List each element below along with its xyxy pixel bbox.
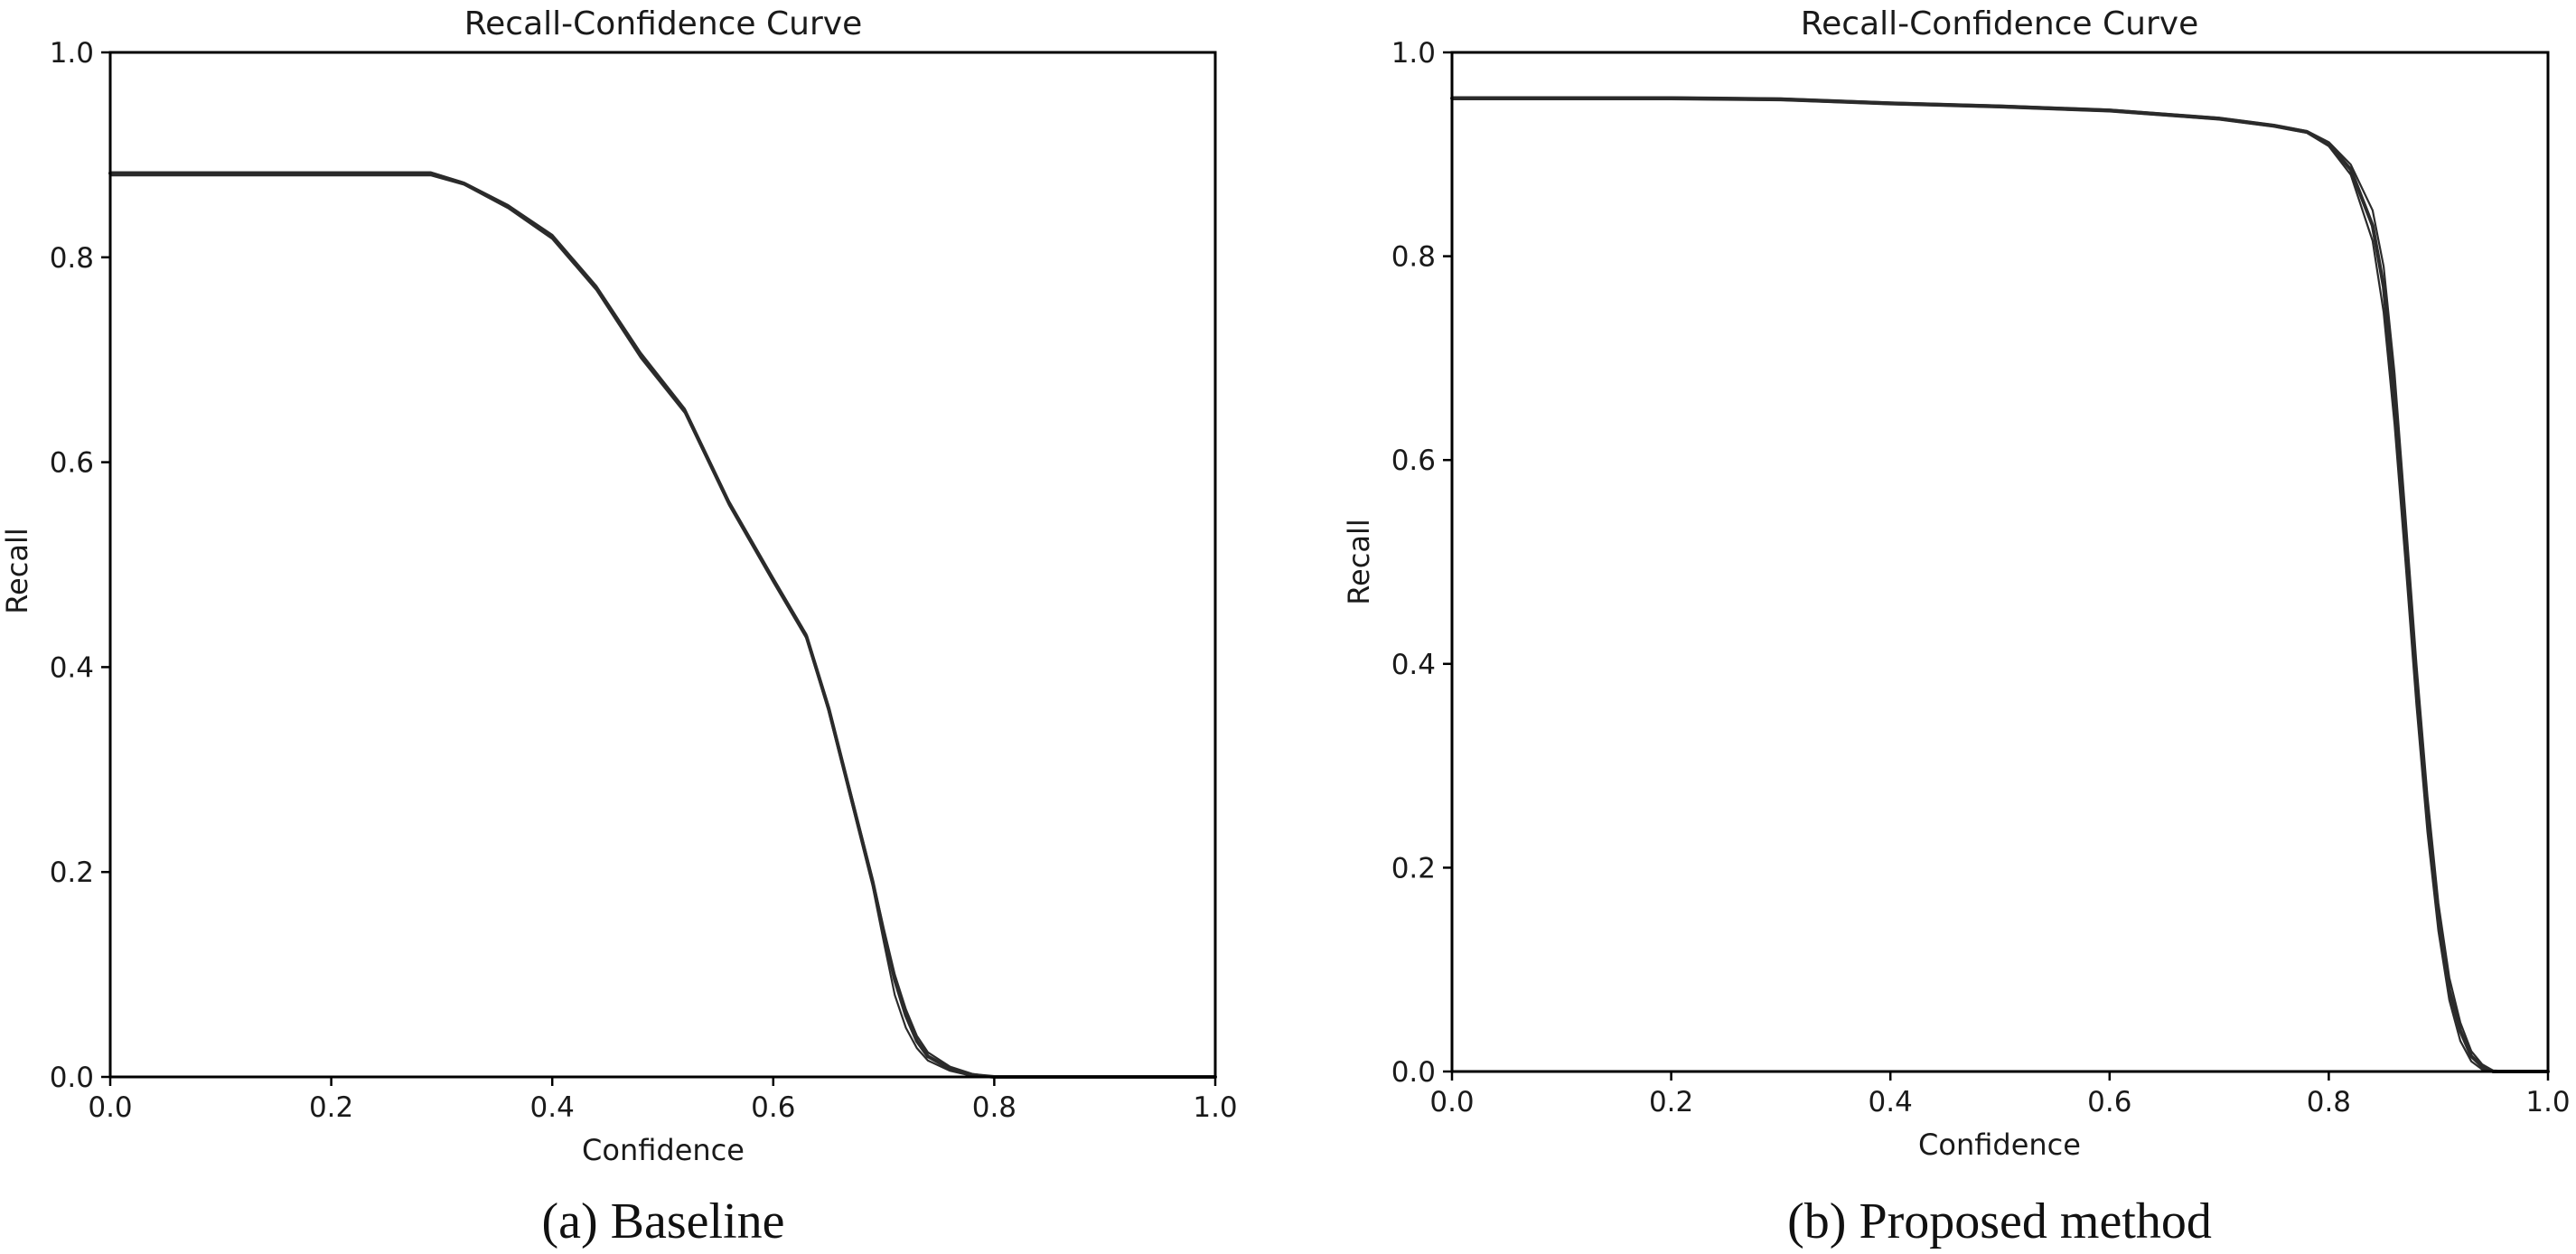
y-tick-label: 0.8: [50, 242, 94, 275]
x-tick-label: 0.8: [972, 1091, 1016, 1124]
y-tick-label: 0.2: [50, 856, 94, 889]
y-axis-label: Recall: [1342, 519, 1376, 604]
series-line-1: [1450, 96, 2550, 1073]
series-line-2: [1450, 98, 2550, 1073]
y-tick-label: 1.0: [50, 37, 94, 70]
y-tick-label: 0.0: [1391, 1056, 1436, 1089]
series-line-3: [108, 171, 1217, 1079]
plot-frame: [1450, 51, 2550, 1073]
y-tick-label: 0.0: [50, 1062, 94, 1094]
chart-marks: 0.0 0.2 0.4 0.6 0.8 1.0 0.0 0.2 0.4 0.6 0.8 1.0: [1391, 37, 2571, 1118]
x-tick-label: 1.0: [2525, 1086, 2570, 1118]
x-tick-label: 0.4: [530, 1091, 575, 1124]
series-line-2: [108, 174, 1217, 1079]
y-tick-label: 0.8: [1391, 241, 1436, 274]
y-tick-label: 0.2: [1391, 852, 1436, 884]
x-tick-label: 0.0: [88, 1091, 132, 1124]
chart-caption: (b) Proposed method: [1787, 1193, 2212, 1249]
x-tick-label: 0.0: [1429, 1086, 1474, 1118]
y-tick-label: 0.4: [50, 651, 94, 684]
y-tick-label: 1.0: [1391, 37, 1436, 70]
x-tick-label: 0.2: [309, 1091, 353, 1124]
y-tick-label: 0.6: [50, 447, 94, 480]
x-tick-label: 1.0: [1193, 1091, 1237, 1124]
x-tick-label: 0.6: [2087, 1086, 2131, 1118]
series-line-1: [108, 171, 1217, 1079]
x-tick-label: 0.4: [1869, 1086, 1913, 1118]
chart-title: Recall-Confidence Curve: [1801, 5, 2198, 42]
chart-caption: (a) Baseline: [542, 1193, 785, 1249]
series-line-3: [1450, 96, 2550, 1073]
x-tick-label: 0.6: [751, 1091, 795, 1124]
y-axis-label: Recall: [0, 528, 34, 613]
x-tick-label: 0.8: [2307, 1086, 2351, 1118]
x-tick-label: 0.2: [1649, 1086, 1693, 1118]
y-tick-label: 0.6: [1391, 445, 1436, 477]
chart-marks: 0.0 0.2 0.4 0.6 0.8 1.0 0.0 0.2 0.4 0.6 0.8 1.0: [50, 37, 1238, 1124]
chart-title: Recall-Confidence Curve: [464, 5, 862, 42]
chart-panel-baseline: Recall-Confidence Curve Recall Confidenc…: [0, 5, 1238, 1249]
plot-frame: [108, 51, 1217, 1079]
x-axis-label: Confidence: [1918, 1128, 2081, 1162]
x-axis-label: Confidence: [582, 1133, 745, 1167]
y-tick-label: 0.4: [1391, 649, 1436, 681]
chart-panel-proposed: Recall-Confidence Curve Recall Confidenc…: [1342, 5, 2571, 1249]
